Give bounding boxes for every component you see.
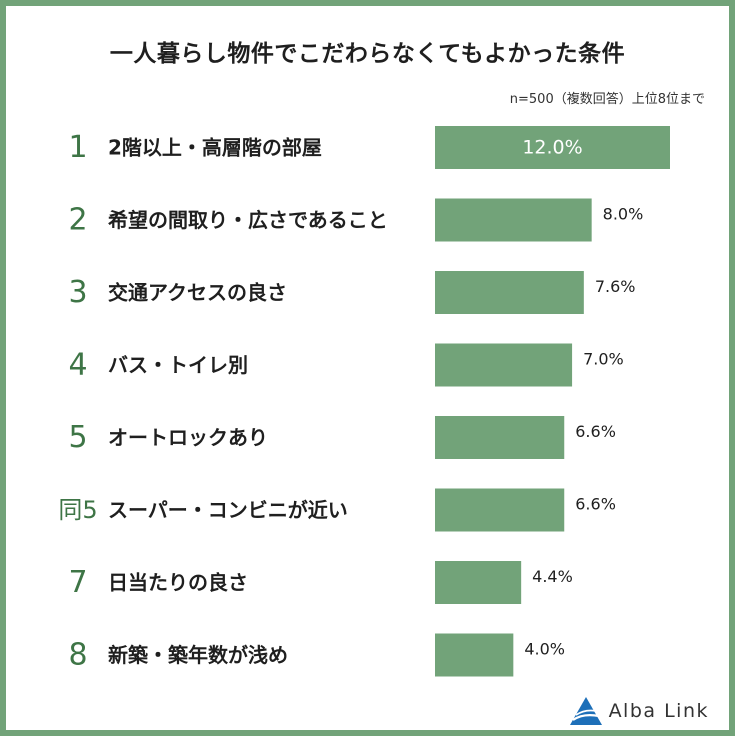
rank-label: 3	[68, 275, 87, 310]
alba-link-logo-icon	[569, 697, 602, 725]
category-label: バス・トイレ別	[108, 353, 248, 377]
rank-label: 8	[68, 638, 87, 673]
value-label: 4.0%	[524, 640, 565, 659]
rank-label: 同5	[58, 496, 97, 524]
brand-name: Alba Link	[608, 700, 709, 722]
bar	[435, 271, 584, 314]
bar	[435, 416, 565, 459]
value-label: 12.0%	[522, 137, 582, 159]
category-label: 新築・築年数が浅め	[108, 643, 288, 667]
sample-note: n=500（複数回答）上位8位まで	[509, 92, 705, 107]
bar	[435, 561, 522, 604]
bar	[435, 198, 592, 242]
rank-label: 2	[68, 203, 87, 238]
brand-logo: Alba Link	[569, 696, 709, 726]
value-label: 6.6%	[575, 495, 616, 514]
rank-label: 5	[68, 420, 87, 455]
rank-label: 1	[68, 130, 87, 165]
bar	[435, 343, 573, 387]
value-label: 7.6%	[595, 277, 636, 296]
value-label: 6.6%	[575, 422, 616, 441]
category-label: 交通アクセスの良さ	[108, 281, 287, 305]
bar	[435, 126, 670, 169]
rank-label: 4	[68, 348, 87, 383]
value-label: 8.0%	[603, 205, 644, 224]
value-label: 7.0%	[583, 350, 624, 369]
bar	[435, 488, 565, 532]
rank-label: 7	[68, 565, 87, 600]
category-label: 希望の間取り・広さであること	[108, 208, 388, 232]
value-label: 4.4%	[532, 567, 573, 586]
bar	[435, 633, 514, 677]
chart-title: 一人暮らし物件でこだわらなくてもよかった条件	[109, 41, 626, 67]
category-label: 2階以上・高層階の部屋	[108, 136, 322, 160]
category-label: 日当たりの良さ	[108, 571, 248, 595]
category-label: オートロックあり	[108, 426, 268, 450]
category-label: スーパー・コンビニが近い	[108, 498, 348, 522]
